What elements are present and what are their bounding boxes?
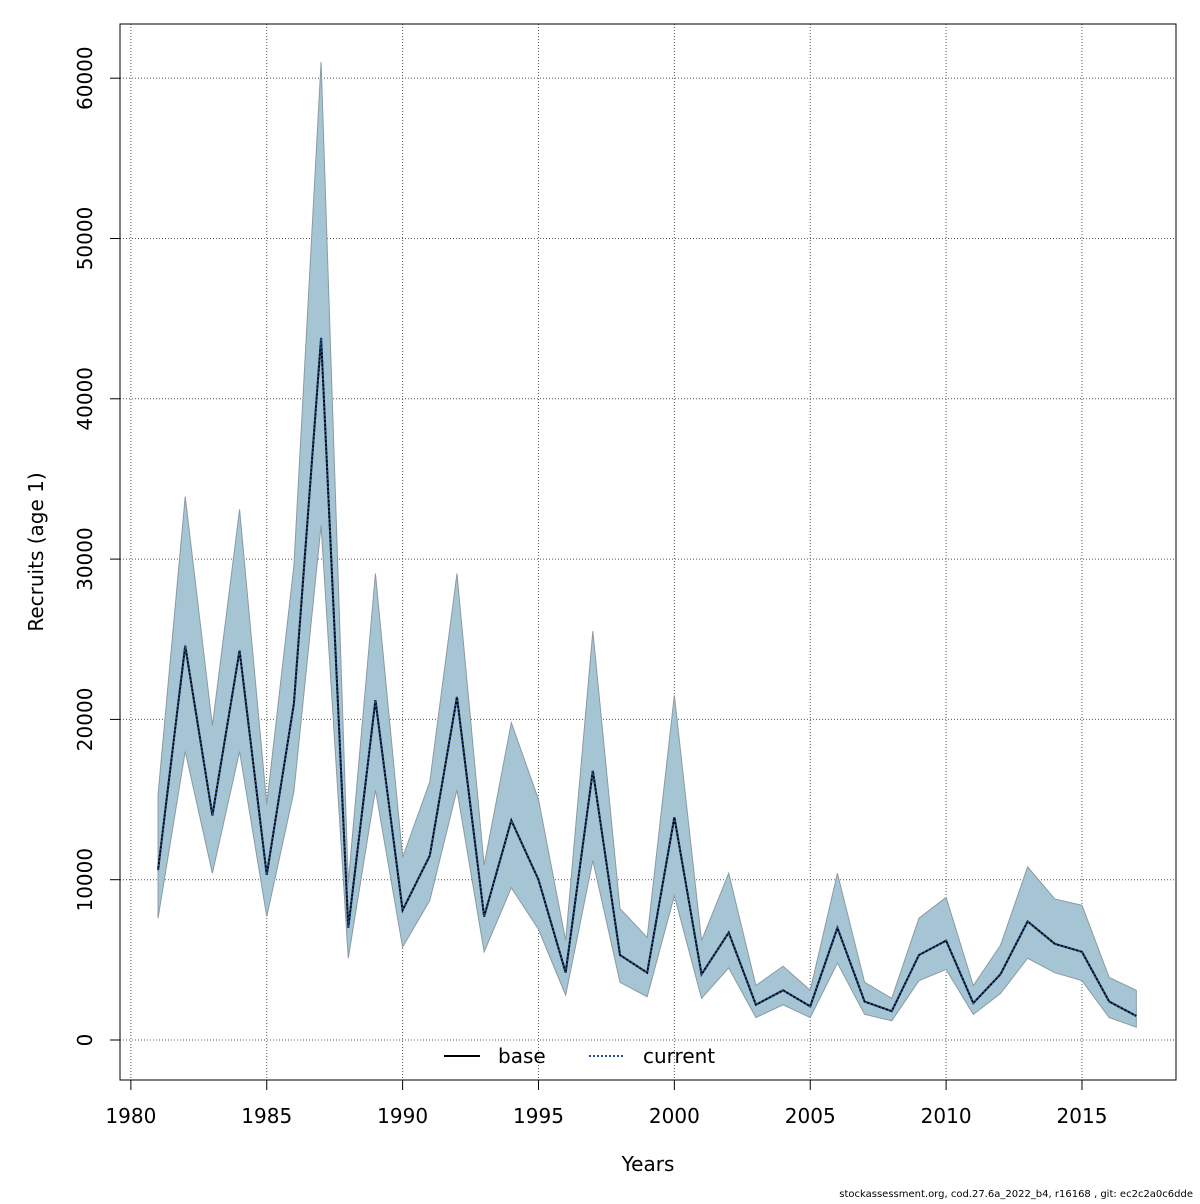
legend-label: base <box>498 1044 546 1068</box>
x-tick-label: 1985 <box>241 1104 292 1128</box>
x-tick-label: 2005 <box>785 1104 836 1128</box>
x-tick-label: 1995 <box>513 1104 564 1128</box>
plot-frame <box>119 23 1177 1081</box>
line-1 <box>157 337 1137 1017</box>
legend-label: current <box>643 1044 715 1068</box>
x-tick-label: 1980 <box>105 1104 156 1128</box>
y-tick-label: 0 <box>73 1034 97 1047</box>
y-tick-label: 40000 <box>73 367 97 431</box>
x-tick-label: 2010 <box>921 1104 972 1128</box>
y-axis-label: Recruits (age 1) <box>24 472 48 631</box>
x-axis-label: Years <box>621 1152 675 1176</box>
x-tick-label: 2000 <box>649 1104 700 1128</box>
footnote: stockassessment.org, cod.27.6a_2022_b4, … <box>839 1189 1193 1200</box>
y-tick-label: 10000 <box>73 848 97 912</box>
y-tick-label: 20000 <box>73 688 97 752</box>
y-tick-label: 30000 <box>73 527 97 591</box>
y-tick-label: 60000 <box>73 46 97 110</box>
x-tick-label: 1990 <box>377 1104 428 1128</box>
x-tick-label: 2015 <box>1057 1104 1108 1128</box>
y-tick-label: 50000 <box>73 207 97 271</box>
